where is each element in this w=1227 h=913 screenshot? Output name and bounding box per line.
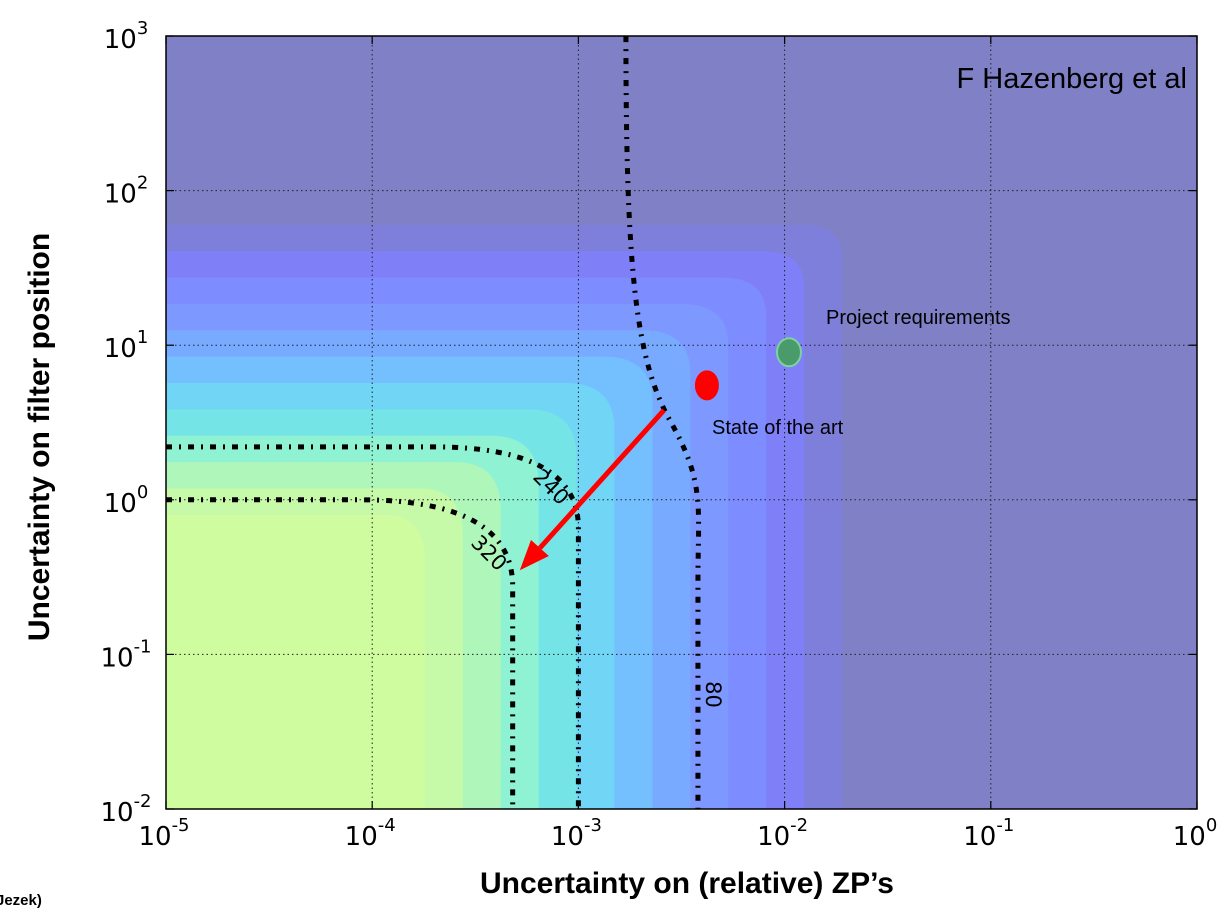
y-tick-exponent: 2 xyxy=(137,173,148,194)
point-project-requirements xyxy=(775,337,802,368)
x-tick-exponent: 0 xyxy=(1206,815,1217,836)
x-tick-exponent: -3 xyxy=(584,815,602,836)
x-tick-label: 100 xyxy=(1173,815,1218,852)
x-tick-exponent: -5 xyxy=(172,815,190,836)
y-tick-label: 103 xyxy=(104,18,149,55)
x-tick-base: 10 xyxy=(551,822,584,852)
chart-marks: State of the art Project requirements xyxy=(519,307,1011,571)
x-axis-title: Uncertainty on (relative) ZP’s xyxy=(480,867,894,900)
cutoff-text: Jezek) xyxy=(0,892,42,909)
x-tick-label: 10-5 xyxy=(138,815,189,852)
y-tick-label: 101 xyxy=(104,327,149,364)
y-tick-base: 10 xyxy=(100,643,133,673)
y-tick-base: 10 xyxy=(104,180,137,210)
y-tick-exponent: -2 xyxy=(134,791,152,812)
point-label-state-of-the-art: State of the art xyxy=(712,417,844,439)
y-tick-label: 100 xyxy=(104,482,149,519)
trend-arrow-head xyxy=(519,539,549,571)
y-tick-base: 10 xyxy=(104,334,137,364)
x-tick-base: 10 xyxy=(757,822,790,852)
x-tick-base: 10 xyxy=(1173,822,1206,852)
point-state-of-the-art xyxy=(694,370,719,401)
contour-line-80 xyxy=(623,36,702,809)
y-tick-base: 10 xyxy=(100,798,133,828)
y-tick-label: 102 xyxy=(104,173,149,210)
y-tick-exponent: -1 xyxy=(134,636,152,657)
x-tick-label: 10-1 xyxy=(963,815,1014,852)
x-tick-label: 10-4 xyxy=(345,815,396,852)
trend-arrow-shaft xyxy=(538,408,666,550)
x-tick-base: 10 xyxy=(138,822,171,852)
point-label-project-requirements: Project requirements xyxy=(826,307,1011,329)
x-tick-exponent: -2 xyxy=(790,815,808,836)
y-tick-label: 10-2 xyxy=(100,791,151,828)
x-tick-base: 10 xyxy=(345,822,378,852)
x-tick-label: 10-2 xyxy=(757,815,808,852)
axis-ticks: 10-5 10-4 10-3 10-2 10-1 10010-210-1100101102… xyxy=(100,18,1217,852)
x-tick-label: 10-3 xyxy=(551,815,602,852)
y-tick-exponent: 0 xyxy=(137,482,148,503)
plot-frame xyxy=(165,35,1198,810)
grid-lines xyxy=(166,36,1197,809)
contour-line-240 xyxy=(166,444,581,809)
y-tick-label: 10-1 xyxy=(100,636,151,673)
y-tick-exponent: 1 xyxy=(137,327,148,348)
y-tick-exponent: 3 xyxy=(137,18,148,39)
y-tick-base: 10 xyxy=(104,489,137,519)
contour-band-12 xyxy=(166,514,425,809)
contour-label-80: 80 xyxy=(701,681,725,708)
x-tick-base: 10 xyxy=(963,822,996,852)
x-tick-exponent: -4 xyxy=(378,815,396,836)
y-tick-base: 10 xyxy=(104,25,137,55)
corner-annotation: F Hazenberg et al xyxy=(956,63,1187,95)
y-axis-title: Uncertainty on filter position xyxy=(23,233,56,641)
contour-line-320 xyxy=(166,497,516,809)
contour-fills xyxy=(166,36,1197,809)
x-tick-exponent: -1 xyxy=(996,815,1014,836)
